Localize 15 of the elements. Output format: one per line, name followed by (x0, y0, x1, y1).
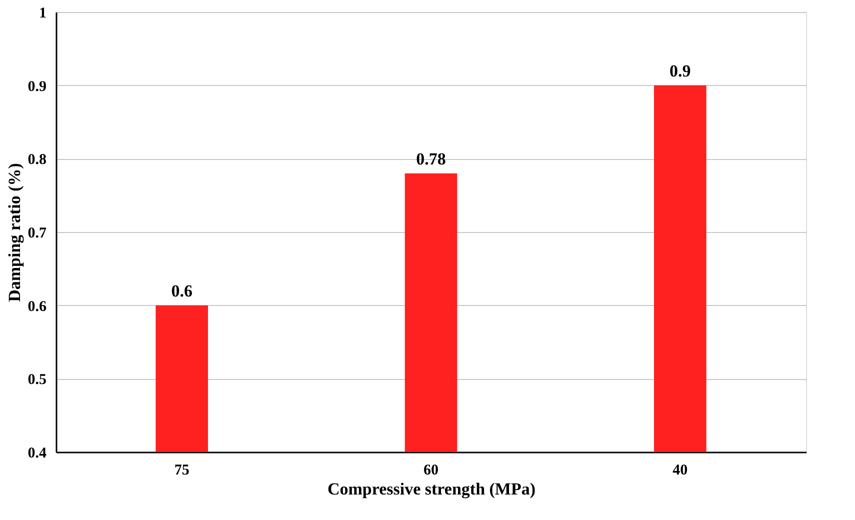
data-label: 0.78 (416, 149, 446, 168)
x-tick-label: 75 (174, 462, 190, 478)
y-tick-label: 0.8 (28, 152, 46, 168)
y-tick-label: 0.7 (28, 226, 47, 242)
y-tick-label: 0.4 (28, 446, 47, 462)
data-label: 0.6 (171, 281, 192, 300)
y-tick-label: 1 (39, 6, 46, 22)
x-tick-label: 60 (424, 462, 438, 478)
x-axis-title: Compressive strength (MPa) (327, 480, 536, 498)
y-axis-title: Damping ratio (%) (4, 163, 24, 302)
x-tick-label: 40 (672, 462, 688, 478)
y-tick-label: 0.5 (28, 372, 46, 388)
y-tick-label: 0.9 (28, 78, 46, 95)
data-label: 0.9 (670, 61, 691, 80)
y-tick-label: 0.6 (28, 298, 47, 315)
